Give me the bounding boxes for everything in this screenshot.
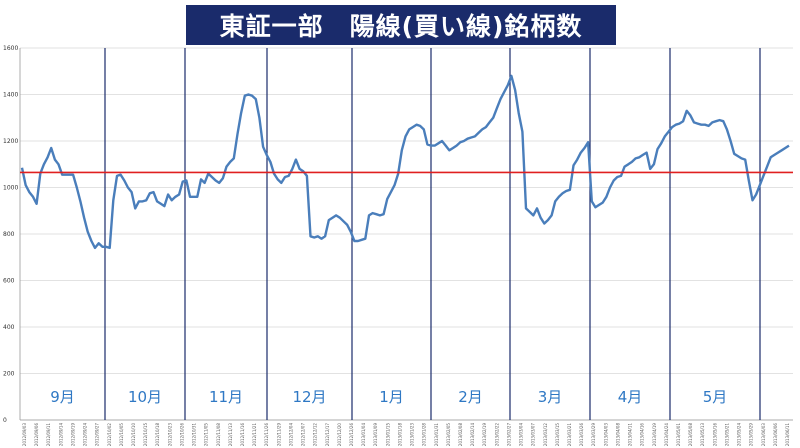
x-tick-label: 2012/12/04 <box>288 423 293 447</box>
y-tick-label: 1200 <box>3 138 18 145</box>
x-tick-label: 2012/11/26 <box>264 423 269 447</box>
grid-lines <box>19 47 793 421</box>
x-tick-label: 2012/11/16 <box>240 423 245 447</box>
x-tick-label: 2012/11/05 <box>204 423 209 447</box>
y-tick-label: 400 <box>3 324 15 331</box>
x-tick-label: 2013/01/09 <box>373 423 378 447</box>
x-tick-label: 2012/12/26 <box>349 423 354 447</box>
x-tick-label: 2012/11/13 <box>228 423 233 447</box>
x-tick-label: 2012/09/03 <box>22 423 27 447</box>
x-tick-label: 2013/04/24 <box>664 423 669 447</box>
x-tick-label: 2013/01/28 <box>422 423 427 447</box>
x-tick-label: 2013/05/08 <box>688 423 693 447</box>
chart-title: 東証一部 陽線(買い線)銘柄数 <box>186 5 616 45</box>
month-labels: 9月 10月 11月 12月 1月 2月 3月 4月 5月 <box>50 388 727 406</box>
x-tick-label: 2013/01/23 <box>410 423 415 447</box>
y-tick-label: 200 <box>3 371 15 378</box>
x-tick-label: 2013/05/29 <box>749 423 754 447</box>
y-tick-label: 1400 <box>3 92 18 99</box>
month-label: 12月 <box>292 388 326 406</box>
x-tick-label: 2013/04/08 <box>615 423 620 447</box>
x-tick-label: 2012/12/20 <box>337 423 342 447</box>
series-line <box>20 74 790 250</box>
x-tick-label: 2013/02/14 <box>470 423 475 447</box>
x-tick-label: 2013/02/05 <box>446 423 451 447</box>
x-tick-label: 2012/12/12 <box>313 423 318 447</box>
y-tick-label: 600 <box>3 278 15 285</box>
month-separators <box>104 48 761 420</box>
x-tick-label: 2013/03/07 <box>531 423 536 447</box>
x-tick-label: 2013/02/27 <box>506 423 511 447</box>
x-tick-label: 2012/10/23 <box>167 423 172 447</box>
x-tick-label: 2012/11/21 <box>252 423 257 447</box>
x-tick-label: 2013/01/04 <box>361 423 366 447</box>
x-tick-label: 2013/04/16 <box>640 423 645 447</box>
month-label: 11月 <box>209 388 243 406</box>
x-tick-label: 2013/05/13 <box>700 423 705 447</box>
x-tick-label: 2012/10/05 <box>119 423 124 447</box>
month-label: 1月 <box>379 388 404 406</box>
month-label: 10月 <box>128 388 162 406</box>
x-tick-label: 2013/03/12 <box>543 423 548 447</box>
x-tick-label: 2013/06/06 <box>773 423 778 447</box>
x-tick-label: 2012/09/14 <box>58 423 63 447</box>
x-tick-label: 2012/10/26 <box>179 423 184 447</box>
x-tick-label: 2013/02/19 <box>482 423 487 447</box>
month-label: 5月 <box>703 388 728 406</box>
y-axis-ticks: 0 200 400 600 800 1000 1200 1400 1600 <box>3 45 18 424</box>
x-tick-label: 2013/05/16 <box>712 423 717 447</box>
x-tick-label: 2013/04/03 <box>603 423 608 447</box>
x-tick-label: 2013/01/31 <box>434 423 439 447</box>
month-label: 2月 <box>458 388 483 406</box>
x-tick-label: 2013/03/04 <box>519 423 524 447</box>
y-tick-label: 1600 <box>3 45 18 52</box>
x-tick-label: 2013/03/26 <box>579 423 584 447</box>
x-tick-label: 2012/10/31 <box>192 423 197 447</box>
x-tick-label: 2013/05/24 <box>737 423 742 447</box>
x-tick-label: 2012/09/24 <box>83 423 88 447</box>
x-tick-label: 2013/03/15 <box>555 423 560 447</box>
month-label: 3月 <box>538 388 563 406</box>
x-tick-label: 2012/10/18 <box>155 423 160 447</box>
month-label: 4月 <box>618 388 643 406</box>
x-tick-label: 2013/06/11 <box>785 423 790 447</box>
x-tick-label: 2013/05/21 <box>724 423 729 447</box>
x-tick-label: 2012/12/07 <box>301 423 306 447</box>
x-tick-label: 2012/09/11 <box>46 423 51 447</box>
x-axis-ticks: 2012/09/03 2012/09/06 2012/09/11 2012/09/14… <box>22 423 790 447</box>
y-tick-label: 800 <box>3 231 15 238</box>
x-tick-label: 2012/09/19 <box>70 423 75 447</box>
x-tick-label: 2013/01/15 <box>385 423 390 447</box>
x-tick-label: 2013/03/29 <box>591 423 596 447</box>
x-tick-label: 2012/10/02 <box>107 423 112 447</box>
x-tick-label: 2012/11/29 <box>276 423 281 447</box>
x-tick-label: 2013/03/21 <box>567 423 572 447</box>
x-tick-label: 2012/09/27 <box>95 423 100 447</box>
x-tick-label: 2012/11/08 <box>216 423 221 447</box>
x-tick-label: 2012/09/06 <box>34 423 39 447</box>
month-label: 9月 <box>50 388 75 406</box>
series-group <box>20 74 790 250</box>
x-tick-label: 2013/04/11 <box>628 423 633 447</box>
x-tick-label: 2013/04/19 <box>652 423 657 447</box>
x-tick-label: 2013/02/08 <box>458 423 463 447</box>
x-tick-label: 2013/01/18 <box>397 423 402 447</box>
x-tick-label: 2013/02/22 <box>494 423 499 447</box>
x-tick-label: 2013/06/03 <box>761 423 766 447</box>
x-tick-label: 2012/10/15 <box>143 423 148 447</box>
x-tick-label: 2012/12/17 <box>325 423 330 447</box>
y-tick-label: 1000 <box>3 185 18 192</box>
x-tick-label: 2012/10/10 <box>131 423 136 447</box>
y-tick-label: 0 <box>3 417 7 424</box>
x-tick-label: 2013/05/01 <box>676 423 681 447</box>
